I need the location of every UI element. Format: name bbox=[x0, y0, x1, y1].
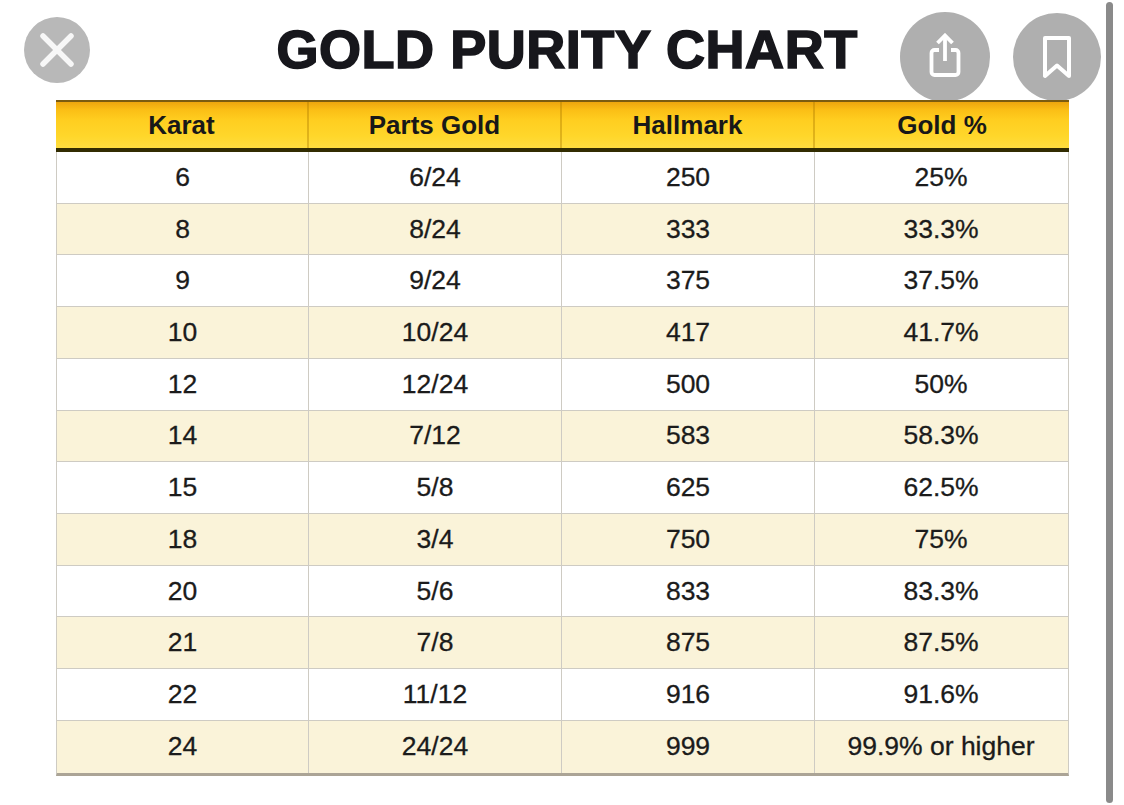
table-cell: 12/24 bbox=[309, 359, 562, 410]
table-row: 66/2425025% bbox=[57, 152, 1068, 204]
table-cell: 24/24 bbox=[309, 721, 562, 773]
table-row: 155/862562.5% bbox=[57, 462, 1068, 514]
table-cell: 58.3% bbox=[815, 411, 1067, 462]
table-cell: 10/24 bbox=[309, 307, 562, 358]
table-cell: 833 bbox=[562, 566, 815, 617]
table-row: 147/1258358.3% bbox=[57, 411, 1068, 463]
table-cell: 41.7% bbox=[815, 307, 1067, 358]
table-cell: 24 bbox=[57, 721, 309, 773]
table-cell: 583 bbox=[562, 411, 815, 462]
table-cell: 8/24 bbox=[309, 204, 562, 255]
table-cell: 5/8 bbox=[309, 462, 562, 513]
table-cell: 21 bbox=[57, 617, 309, 668]
table-cell: 99.9% or higher bbox=[815, 721, 1067, 773]
table-cell: 11/12 bbox=[309, 669, 562, 720]
table-cell: 91.6% bbox=[815, 669, 1067, 720]
table-cell: 62.5% bbox=[815, 462, 1067, 513]
table-row: 183/475075% bbox=[57, 514, 1068, 566]
column-header: Gold % bbox=[815, 102, 1069, 148]
table-header-row: KaratParts GoldHallmarkGold % bbox=[56, 100, 1069, 152]
bookmark-icon bbox=[1040, 35, 1074, 79]
table-cell: 22 bbox=[57, 669, 309, 720]
column-header: Hallmark bbox=[562, 102, 815, 148]
table-cell: 916 bbox=[562, 669, 815, 720]
table-cell: 37.5% bbox=[815, 255, 1067, 306]
table-cell: 500 bbox=[562, 359, 815, 410]
image-viewer: GOLD PURITY CHART KaratParts GoldHallmar… bbox=[0, 0, 1124, 805]
table-cell: 9/24 bbox=[309, 255, 562, 306]
table-cell: 87.5% bbox=[815, 617, 1067, 668]
table-cell: 10 bbox=[57, 307, 309, 358]
share-icon bbox=[925, 33, 965, 81]
table-row: 1010/2441741.7% bbox=[57, 307, 1068, 359]
table-body: 66/2425025%88/2433333.3%99/2437537.5%101… bbox=[56, 152, 1069, 776]
table-cell: 6/24 bbox=[309, 152, 562, 203]
column-header: Parts Gold bbox=[309, 102, 562, 148]
share-button[interactable] bbox=[900, 12, 990, 102]
table-row: 217/887587.5% bbox=[57, 617, 1068, 669]
table-cell: 7/8 bbox=[309, 617, 562, 668]
table-cell: 25% bbox=[815, 152, 1067, 203]
table-cell: 875 bbox=[562, 617, 815, 668]
table-cell: 7/12 bbox=[309, 411, 562, 462]
table-cell: 375 bbox=[562, 255, 815, 306]
table-cell: 14 bbox=[57, 411, 309, 462]
table-row: 88/2433333.3% bbox=[57, 204, 1068, 256]
table-cell: 625 bbox=[562, 462, 815, 513]
table-cell: 15 bbox=[57, 462, 309, 513]
table-cell: 3/4 bbox=[309, 514, 562, 565]
table-row: 205/683383.3% bbox=[57, 566, 1068, 618]
table-cell: 750 bbox=[562, 514, 815, 565]
table-row: 2211/1291691.6% bbox=[57, 669, 1068, 721]
table-cell: 9 bbox=[57, 255, 309, 306]
table-cell: 33.3% bbox=[815, 204, 1067, 255]
table-cell: 333 bbox=[562, 204, 815, 255]
bookmark-button[interactable] bbox=[1013, 13, 1101, 101]
table-row: 2424/2499999.9% or higher bbox=[57, 721, 1068, 773]
table-cell: 5/6 bbox=[309, 566, 562, 617]
table-row: 99/2437537.5% bbox=[57, 255, 1068, 307]
table-row: 1212/2450050% bbox=[57, 359, 1068, 411]
table-cell: 6 bbox=[57, 152, 309, 203]
gold-purity-table: KaratParts GoldHallmarkGold % 66/2425025… bbox=[56, 100, 1069, 776]
scrollbar[interactable] bbox=[1106, 2, 1113, 803]
table-cell: 50% bbox=[815, 359, 1067, 410]
table-cell: 417 bbox=[562, 307, 815, 358]
table-cell: 999 bbox=[562, 721, 815, 773]
table-cell: 20 bbox=[57, 566, 309, 617]
table-cell: 75% bbox=[815, 514, 1067, 565]
table-cell: 8 bbox=[57, 204, 309, 255]
column-header: Karat bbox=[56, 102, 309, 148]
table-cell: 18 bbox=[57, 514, 309, 565]
table-cell: 250 bbox=[562, 152, 815, 203]
table-cell: 12 bbox=[57, 359, 309, 410]
table-cell: 83.3% bbox=[815, 566, 1067, 617]
